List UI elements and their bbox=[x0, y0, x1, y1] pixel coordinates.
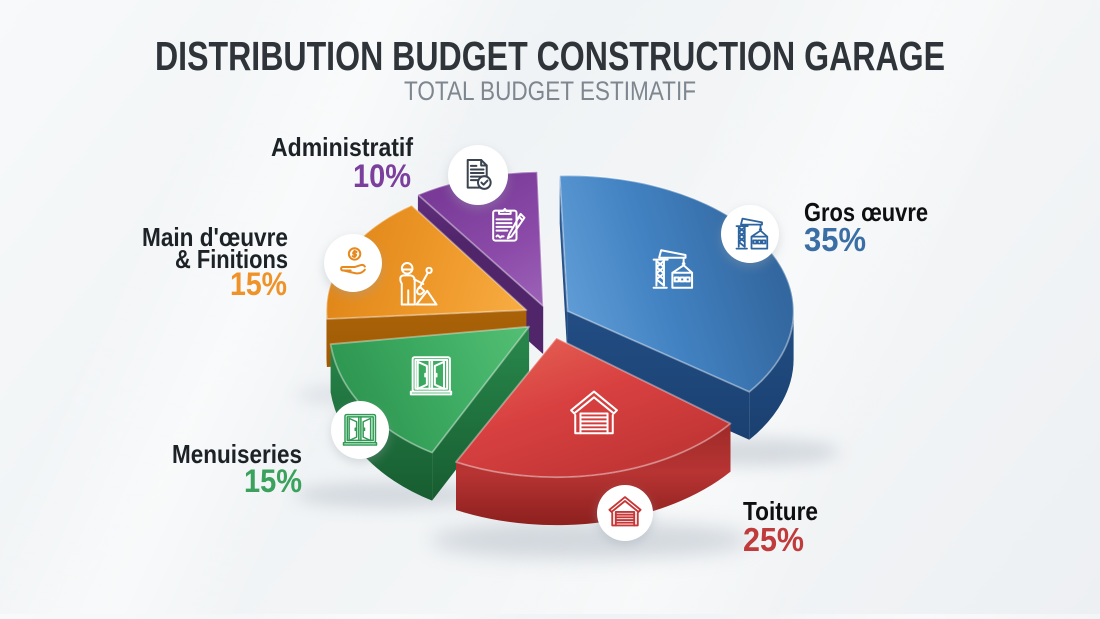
svg-text:25%: 25% bbox=[743, 521, 804, 558]
svg-text:TOTAL BUDGET ESTIMATIF: TOTAL BUDGET ESTIMATIF bbox=[404, 76, 696, 106]
svg-text:Menuiseries: Menuiseries bbox=[172, 439, 302, 469]
svg-text:Toiture: Toiture bbox=[743, 496, 818, 526]
svg-text:Administratif: Administratif bbox=[271, 132, 413, 162]
svg-text:10%: 10% bbox=[353, 158, 411, 194]
svg-text:Main d'œuvre: Main d'œuvre bbox=[142, 222, 288, 252]
svg-text:15%: 15% bbox=[244, 463, 302, 499]
svg-text:35%: 35% bbox=[804, 221, 866, 258]
svg-text:Gros œuvre: Gros œuvre bbox=[804, 197, 928, 227]
svg-text:& Finitions: & Finitions bbox=[175, 244, 288, 274]
svg-text:15%: 15% bbox=[230, 266, 287, 302]
svg-text:DISTRIBUTION BUDGET CONSTRUCTI: DISTRIBUTION BUDGET CONSTRUCTION GARAGE bbox=[155, 33, 945, 79]
